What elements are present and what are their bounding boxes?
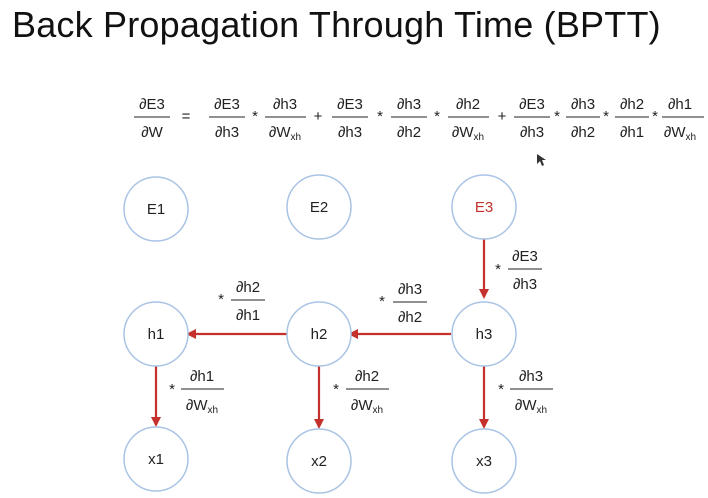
node-e1-label: E1 [147,201,165,218]
eq-equals: = [182,108,191,125]
eq-t3-f4-num: ∂h1 [668,96,692,113]
mouse-cursor-icon [537,154,546,166]
eq-t1-f2-den: ∂Wxh [269,124,301,143]
node-x2: x2 [286,428,352,494]
eq-t2-f1-num: ∂E3 [337,96,363,113]
eq-t2-f1-den: ∂h3 [338,124,362,141]
eq-t1-f2-num: ∂h3 [273,96,297,113]
node-e2-label: E2 [310,199,328,216]
edge-h3-x3-den-main: ∂W [515,397,537,414]
edge-h3-h2-den: ∂h2 [398,309,422,326]
eq-plus-2: + [498,108,507,125]
node-h2: h2 [286,301,352,367]
eq-t3-f3-den: ∂h1 [620,124,644,141]
node-x3-label: x3 [476,453,492,470]
eq-t1-f1-num: ∂E3 [214,96,240,113]
eq-plus-1: + [314,108,323,125]
node-h1: h1 [123,301,189,367]
edge-h2-h1-num: ∂h2 [236,279,260,296]
node-x1: x1 [123,426,189,492]
eq-t2-f3-den: ∂Wxh [452,124,484,143]
edge-e3-h3-times: * [495,261,501,278]
node-h1-label: h1 [148,326,165,343]
edge-label-e3-h3: * ∂E3 ∂h3 [495,248,542,293]
eq-t3-times-1: * [554,108,560,125]
eq-t2-times-2: * [434,108,440,125]
edge-h1-x1-den-main: ∂W [186,397,208,414]
edge-e3-h3-num: ∂E3 [512,248,538,265]
edge-h3-h2-num: ∂h3 [398,281,422,298]
eq-lhs-den: ∂W [141,124,163,141]
eq-t3-f2-den: ∂h2 [571,124,595,141]
node-x2-label: x2 [311,453,327,470]
edge-h1-x1-times: * [169,381,175,398]
edge-h3-x3-den: ∂Wxh [515,397,547,416]
edge-h2-h1-times: * [218,291,224,308]
node-e2: E2 [286,174,352,240]
edge-h3-h2-times: * [379,293,385,310]
eq-t2-times-1: * [377,108,383,125]
node-h2-label: h2 [311,326,328,343]
eq-t3-f2-num: ∂h3 [571,96,595,113]
eq-t3-f4-den-main: ∂W [664,124,686,141]
eq-t2-f2-num: ∂h3 [397,96,421,113]
edge-h1-x1-den: ∂Wxh [186,397,218,416]
eq-t1-f2-den-sub: xh [291,132,302,143]
node-e3-label: E3 [475,199,493,216]
eq-lhs-num: ∂E3 [139,96,165,113]
eq-t3-f1-den: ∂h3 [520,124,544,141]
eq-t2-f3-den-sub: xh [474,132,485,143]
edge-h2-x2-num: ∂h2 [355,368,379,385]
edge-h1-x1-den-sub: xh [208,405,219,416]
edge-label-h2-h1: * ∂h2 ∂h1 [218,279,265,324]
eq-t1-f2-den-main: ∂W [269,124,291,141]
eq-t3-times-2: * [603,108,609,125]
edge-e3-h3-den: ∂h3 [513,276,537,293]
eq-t1-times: * [252,108,258,125]
edge-h2-x2-times: * [333,381,339,398]
nodes: E1 E2 E3 h1 h2 h3 x1 x2 [123,174,517,494]
node-x1-label: x1 [148,451,164,468]
edge-label-h3-x3: * ∂h3 ∂Wxh [498,368,553,416]
bptt-equation: ∂E3 ∂W = ∂E3 ∂h3 * ∂h3 ∂Wxh + ∂E3 ∂h3 * … [134,96,704,143]
eq-t2-f3-den-main: ∂W [452,124,474,141]
edge-label-h3-h2: * ∂h3 ∂h2 [379,281,427,326]
node-e3: E3 [451,174,517,240]
edge-h3-x3-num: ∂h3 [519,368,543,385]
eq-t3-f3-num: ∂h2 [620,96,644,113]
eq-t3-f4-den: ∂Wxh [664,124,696,143]
node-x3: x3 [451,428,517,494]
edge-labels: * ∂E3 ∂h3 * ∂h3 ∂h2 * ∂h2 ∂h1 * ∂h1 ∂Wxh [169,248,553,416]
edge-h1-x1-num: ∂h1 [190,368,214,385]
edge-label-h1-x1: * ∂h1 ∂Wxh [169,368,224,416]
eq-t2-f3-num: ∂h2 [456,96,480,113]
eq-t3-times-3: * [652,108,658,125]
edge-label-h2-x2: * ∂h2 ∂Wxh [333,368,389,416]
eq-t3-f1-num: ∂E3 [519,96,545,113]
edge-h3-x3-times: * [498,381,504,398]
eq-t3-f4-den-sub: xh [686,132,697,143]
node-e1: E1 [123,176,189,242]
node-h3-label: h3 [476,326,493,343]
node-h3: h3 [451,301,517,367]
edge-h2-x2-den: ∂Wxh [351,397,383,416]
edge-h2-h1-den: ∂h1 [236,307,260,324]
eq-t1-f1-den: ∂h3 [215,124,239,141]
arrows [151,239,489,429]
slide-title: Back Propagation Through Time (BPTT) [12,4,661,45]
edge-h2-x2-den-sub: xh [373,405,384,416]
edge-h3-x3-den-sub: xh [537,405,548,416]
edge-h2-x2-den-main: ∂W [351,397,373,414]
eq-t2-f2-den: ∂h2 [397,124,421,141]
